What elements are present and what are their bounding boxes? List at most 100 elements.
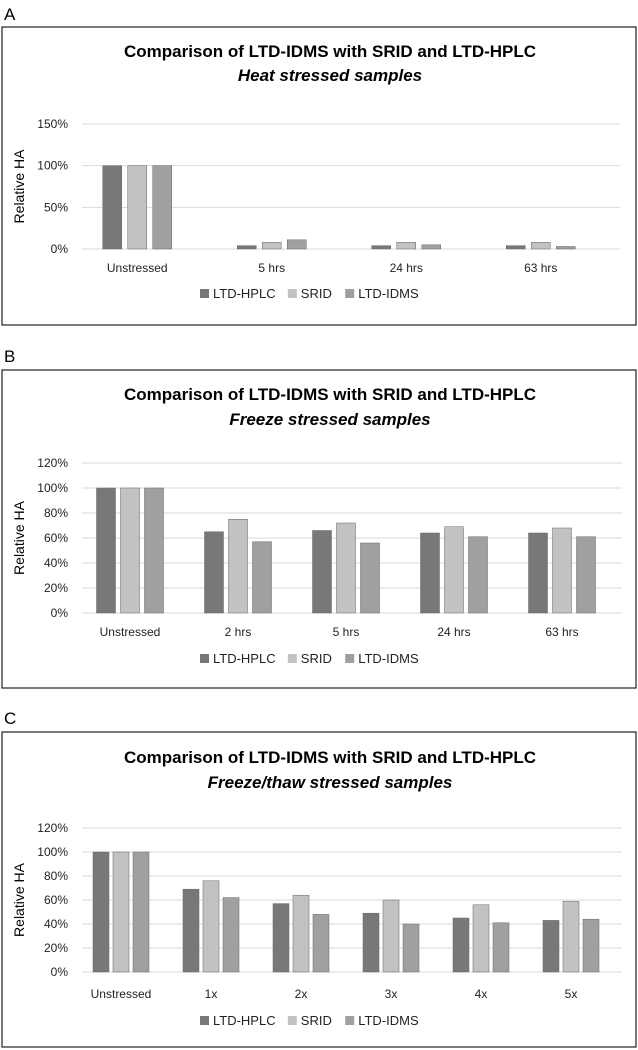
y-tick-label: 80% bbox=[44, 506, 68, 520]
y-tick-label: 40% bbox=[44, 556, 68, 570]
bar-ltd-idms-4 bbox=[576, 536, 596, 614]
bar-ltd-hplc-5 bbox=[542, 920, 560, 973]
panel-label: A bbox=[4, 5, 16, 24]
y-tick-label: 20% bbox=[44, 581, 68, 595]
chart-subtitle: Heat stressed samples bbox=[238, 66, 422, 85]
legend-label: LTD-IDMS bbox=[358, 286, 419, 301]
bar-ltd-idms-1 bbox=[287, 239, 307, 250]
bar-ltd-hplc-0 bbox=[92, 851, 110, 973]
x-category-label: 63 hrs bbox=[545, 625, 578, 639]
bar-ltd-hplc-3 bbox=[420, 532, 440, 614]
bar-ltd-idms-2 bbox=[312, 914, 330, 973]
bar-ltd-hplc-4 bbox=[452, 917, 470, 973]
legend-swatch bbox=[345, 1016, 355, 1025]
chart-subtitle: Freeze/thaw stressed samples bbox=[208, 773, 453, 792]
legend-label: LTD-IDMS bbox=[358, 651, 419, 666]
y-tick-label: 100% bbox=[37, 481, 68, 495]
legend-swatch bbox=[345, 654, 355, 663]
x-category-label: 2x bbox=[295, 987, 308, 1001]
bar-ltd-hplc-2 bbox=[371, 245, 391, 250]
chart-panel-a: A Comparison of LTD-IDMS with SRID and LT… bbox=[1, 5, 637, 326]
chart-title: Comparison of LTD-IDMS with SRID and LTD… bbox=[124, 42, 536, 61]
bar-ltd-idms-0 bbox=[132, 851, 150, 973]
y-tick-label: 0% bbox=[51, 606, 69, 620]
y-axis-label: Relative HA bbox=[11, 862, 27, 937]
bar-srid-1 bbox=[262, 242, 282, 250]
y-tick-label: 60% bbox=[44, 531, 68, 545]
bar-srid-3 bbox=[382, 899, 400, 973]
bar-ltd-idms-3 bbox=[468, 536, 488, 614]
chart-panel-b: B Comparison of LTD-IDMS with SRID and LT… bbox=[1, 347, 637, 689]
bar-ltd-hplc-1 bbox=[204, 531, 224, 614]
bar-ltd-hplc-4 bbox=[528, 532, 548, 614]
bar-ltd-idms-2 bbox=[360, 542, 380, 614]
bar-srid-2 bbox=[292, 894, 310, 973]
x-category-label: 63 hrs bbox=[524, 261, 557, 275]
bar-srid-2 bbox=[396, 242, 416, 250]
bar-ltd-hplc-2 bbox=[272, 903, 290, 973]
bar-ltd-hplc-1 bbox=[237, 245, 257, 250]
x-category-label: Unstressed bbox=[100, 625, 161, 639]
legend-swatch bbox=[200, 654, 209, 663]
legend-label: LTD-HPLC bbox=[213, 286, 276, 301]
chart-title: Comparison of LTD-IDMS with SRID and LTD… bbox=[124, 385, 536, 404]
legend-label: LTD-HPLC bbox=[213, 1013, 276, 1028]
bar-ltd-idms-2 bbox=[421, 244, 441, 250]
x-category-label: 1x bbox=[205, 987, 218, 1001]
bar-ltd-hplc-3 bbox=[506, 245, 526, 250]
bar-ltd-hplc-1 bbox=[182, 888, 200, 973]
legend-swatch bbox=[200, 289, 209, 298]
bar-srid-3 bbox=[531, 242, 551, 250]
legend-label: LTD-HPLC bbox=[213, 651, 276, 666]
x-category-label: 24 hrs bbox=[437, 625, 470, 639]
y-tick-label: 40% bbox=[44, 917, 68, 931]
bar-ltd-hplc-0 bbox=[102, 165, 122, 250]
legend-label: SRID bbox=[301, 286, 332, 301]
legend-label: SRID bbox=[301, 1013, 332, 1028]
bar-ltd-idms-5 bbox=[582, 918, 600, 973]
bar-ltd-hplc-2 bbox=[312, 530, 332, 614]
x-category-label: 5 hrs bbox=[258, 261, 285, 275]
legend-swatch bbox=[287, 654, 297, 663]
legend-label: LTD-IDMS bbox=[358, 1013, 419, 1028]
bar-ltd-idms-0 bbox=[152, 165, 172, 250]
x-category-label: Unstressed bbox=[91, 987, 152, 1001]
y-tick-label: 120% bbox=[37, 821, 68, 835]
bar-srid-0 bbox=[120, 487, 140, 614]
legend-swatch bbox=[345, 289, 355, 298]
legend-label: SRID bbox=[301, 651, 332, 666]
x-category-label: 5 hrs bbox=[333, 625, 360, 639]
panel-label: C bbox=[4, 709, 16, 728]
bar-ltd-hplc-3 bbox=[362, 912, 380, 973]
bar-srid-0 bbox=[112, 851, 130, 973]
x-category-label: 4x bbox=[475, 987, 488, 1001]
bar-ltd-idms-1 bbox=[222, 897, 240, 973]
x-category-label: 2 hrs bbox=[225, 625, 252, 639]
x-category-label: Unstressed bbox=[107, 261, 168, 275]
x-category-label: 3x bbox=[385, 987, 398, 1001]
bar-srid-0 bbox=[127, 165, 147, 250]
y-tick-label: 0% bbox=[51, 242, 69, 256]
y-tick-label: 0% bbox=[51, 965, 69, 979]
y-tick-label: 100% bbox=[37, 159, 68, 173]
bar-ltd-idms-0 bbox=[144, 487, 164, 614]
y-tick-label: 120% bbox=[37, 456, 68, 470]
bar-srid-4 bbox=[472, 904, 490, 973]
x-category-label: 5x bbox=[565, 987, 578, 1001]
bar-ltd-idms-3 bbox=[402, 923, 420, 973]
bar-ltd-hplc-0 bbox=[96, 487, 116, 614]
y-tick-label: 150% bbox=[37, 117, 68, 131]
bar-ltd-idms-3 bbox=[556, 246, 576, 250]
chart-title: Comparison of LTD-IDMS with SRID and LTD… bbox=[124, 748, 536, 767]
bar-ltd-idms-1 bbox=[252, 541, 272, 614]
bar-srid-4 bbox=[552, 527, 572, 614]
y-axis-label: Relative HA bbox=[11, 500, 27, 575]
chart-subtitle: Freeze stressed samples bbox=[229, 410, 430, 429]
bar-srid-3 bbox=[444, 526, 464, 614]
x-category-label: 24 hrs bbox=[390, 261, 423, 275]
chart-panel-c: C Comparison of LTD-IDMS with SRID and LT… bbox=[1, 709, 637, 1048]
y-tick-label: 50% bbox=[44, 200, 68, 214]
bar-srid-2 bbox=[336, 522, 356, 614]
y-tick-label: 80% bbox=[44, 869, 68, 883]
